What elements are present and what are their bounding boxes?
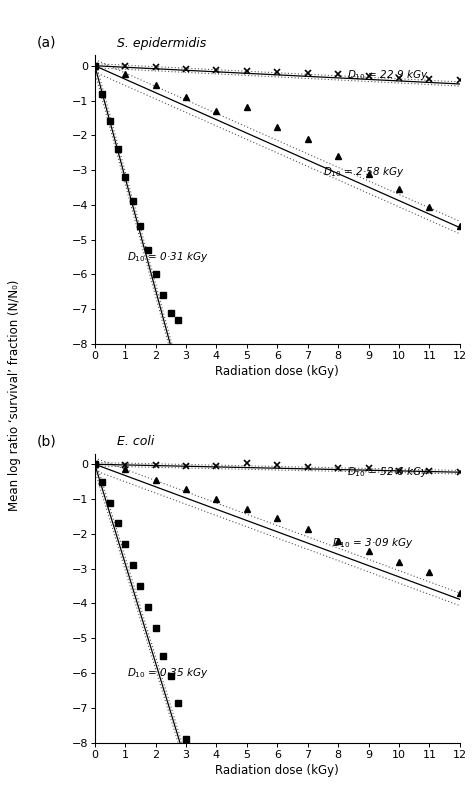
X-axis label: Radiation dose (kGy): Radiation dose (kGy): [215, 764, 339, 777]
Text: $D_{10}$ = 3·09 kGy: $D_{10}$ = 3·09 kGy: [332, 536, 413, 550]
Text: $D_{10}$ = 2·58 kGy: $D_{10}$ = 2·58 kGy: [323, 165, 404, 179]
Text: $D_{10}$ = 0·35 kGy: $D_{10}$ = 0·35 kGy: [127, 666, 208, 680]
Text: $D_{10}$ = 52·6 kGy: $D_{10}$ = 52·6 kGy: [347, 465, 429, 479]
Text: Mean log ratio ‘survival’ fraction (N/N₀): Mean log ratio ‘survival’ fraction (N/N₀…: [8, 280, 21, 510]
Text: S. epidermidis: S. epidermidis: [117, 36, 206, 50]
Text: E. coli: E. coli: [117, 435, 154, 448]
Text: (b): (b): [36, 434, 56, 448]
Text: $D_{10}$ = 0·31 kGy: $D_{10}$ = 0·31 kGy: [127, 250, 208, 264]
X-axis label: Radiation dose (kGy): Radiation dose (kGy): [215, 365, 339, 378]
Text: (a): (a): [36, 36, 56, 50]
Text: $D_{10}$ = 22·9 kGy: $D_{10}$ = 22·9 kGy: [347, 69, 429, 82]
